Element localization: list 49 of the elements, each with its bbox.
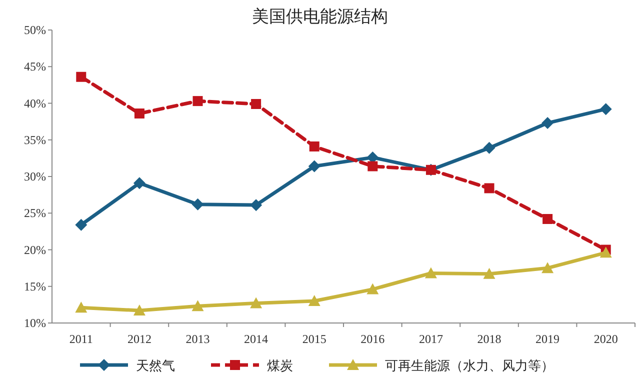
point	[133, 304, 146, 316]
x-tick-label: 2014	[244, 332, 268, 346]
point	[308, 295, 320, 306]
y-tick-label: 45%	[24, 60, 46, 74]
point	[250, 297, 262, 308]
x-tick-label: 2011	[69, 332, 93, 346]
y-tick-label: 20%	[24, 242, 46, 257]
y-tick-label: 15%	[24, 279, 46, 294]
x-tick-label: 2017	[418, 332, 443, 346]
point	[309, 141, 320, 152]
legend-label: 可再生能源（水力、风力等）	[385, 358, 554, 373]
y-tick-label: 30%	[24, 170, 46, 184]
x-tick-label: 2018	[477, 332, 502, 346]
point	[424, 267, 437, 278]
point	[251, 98, 262, 109]
point	[484, 183, 494, 194]
point	[368, 161, 378, 172]
point	[192, 198, 204, 210]
point	[192, 300, 204, 312]
point	[542, 262, 554, 274]
y-tick-label: 35%	[24, 132, 46, 147]
y-tick-label: 10%	[24, 316, 46, 330]
point	[600, 103, 612, 116]
x-tick-label: 2019	[536, 332, 560, 346]
chart-title: 美国供电能源结构	[252, 7, 388, 26]
y-tick-label: 25%	[24, 206, 46, 220]
x-tick-label: 2013	[186, 332, 210, 346]
point	[542, 214, 553, 224]
legend-label: 天然气	[136, 358, 175, 373]
point	[192, 96, 203, 106]
y-tick-label: 40%	[24, 96, 46, 110]
x-tick-label: 2015	[302, 332, 326, 346]
point	[75, 302, 88, 313]
point	[75, 218, 88, 231]
point	[133, 177, 146, 190]
point	[542, 117, 554, 130]
point	[76, 72, 86, 82]
x-tick-label: 2012	[127, 332, 152, 346]
point	[483, 268, 496, 279]
legend-label: 煤炭	[267, 358, 293, 373]
point	[366, 283, 379, 294]
y-tick-label: 50%	[24, 23, 46, 37]
point	[600, 246, 612, 258]
x-tick-label: 2020	[594, 332, 618, 346]
point	[250, 199, 262, 212]
point	[483, 142, 496, 154]
point	[134, 108, 144, 119]
point	[308, 160, 320, 172]
x-tick-label: 2016	[360, 332, 385, 346]
